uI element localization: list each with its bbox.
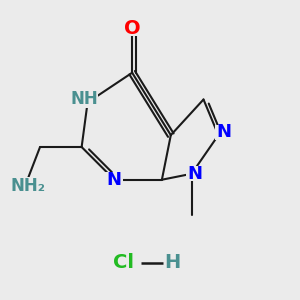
Text: N: N xyxy=(107,171,122,189)
Text: NH: NH xyxy=(71,91,98,109)
Bar xyxy=(186,166,203,181)
Bar xyxy=(71,91,98,108)
Bar xyxy=(105,172,123,187)
Bar xyxy=(215,125,233,140)
Bar xyxy=(10,178,46,194)
Text: H: H xyxy=(164,254,180,272)
Text: Cl: Cl xyxy=(113,254,134,272)
Text: N: N xyxy=(217,123,232,141)
Text: NH₂: NH₂ xyxy=(11,177,46,195)
Bar xyxy=(122,20,142,36)
Text: O: O xyxy=(124,19,140,38)
Text: N: N xyxy=(187,165,202,183)
